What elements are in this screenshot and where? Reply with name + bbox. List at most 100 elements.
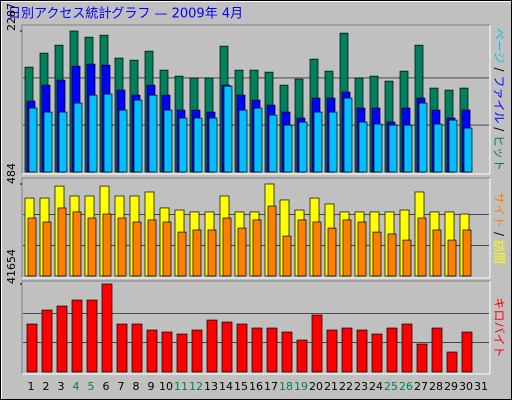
bar <box>87 217 97 277</box>
bar <box>146 329 158 373</box>
bar <box>177 231 187 277</box>
bar <box>43 111 53 173</box>
bar <box>116 323 128 373</box>
x-tick-label: 2 <box>43 380 50 393</box>
x-tick-label: 16 <box>249 380 263 393</box>
x-tick-label: 23 <box>354 380 368 393</box>
bar <box>178 117 188 173</box>
bar <box>222 217 232 277</box>
legend-entry: キロバイト <box>493 297 507 357</box>
x-tick-label: 7 <box>118 380 125 393</box>
bar <box>312 221 322 277</box>
bar <box>328 111 338 173</box>
x-tick-label: 19 <box>294 380 308 393</box>
legend: ページ / ファイル / ヒット <box>493 28 507 171</box>
legend-entry: サイト <box>493 192 507 228</box>
x-tick-label: 13 <box>204 380 218 393</box>
x-tick-label: 11 <box>174 380 188 393</box>
bar <box>372 231 382 277</box>
x-tick-label: 9 <box>148 380 155 393</box>
legend-entry: 訪問 <box>493 240 508 264</box>
legend-entry: ページ <box>493 28 507 64</box>
bar <box>73 102 83 173</box>
bar <box>161 331 173 373</box>
y-tick-label: 2287 <box>5 3 18 31</box>
x-tick-label: 22 <box>339 380 353 393</box>
x-tick-label: 29 <box>444 380 458 393</box>
bar <box>131 323 143 373</box>
bar <box>282 235 292 277</box>
bar <box>296 339 308 373</box>
bar <box>281 331 293 373</box>
x-tick-label: 24 <box>369 380 383 393</box>
legend-entry: ヒット <box>493 135 507 171</box>
bar <box>371 333 383 373</box>
bar <box>431 327 443 373</box>
bar <box>163 109 173 173</box>
bar <box>208 117 218 173</box>
bar <box>268 114 278 173</box>
bar <box>446 351 458 373</box>
legend: サイト / 訪問 <box>493 192 508 264</box>
bar <box>176 333 188 373</box>
x-tick-label: 15 <box>234 380 248 393</box>
bar <box>341 327 353 373</box>
legend-entry: ファイル <box>493 75 507 123</box>
bar <box>118 109 128 173</box>
x-tick-label: 6 <box>103 380 110 393</box>
x-tick-label: 10 <box>159 380 173 393</box>
bar <box>357 221 367 277</box>
x-tick-label: 3 <box>58 380 65 393</box>
bar <box>386 327 398 373</box>
bar <box>101 283 113 373</box>
bar <box>433 123 443 173</box>
bar <box>448 119 458 173</box>
x-tick-label: 5 <box>88 380 95 393</box>
bar <box>86 299 98 373</box>
bar <box>283 124 293 173</box>
y-tick-label: 41654 <box>5 249 18 284</box>
bar <box>463 127 473 173</box>
bar <box>417 217 427 277</box>
bar <box>401 323 413 373</box>
bar <box>56 305 68 373</box>
x-tick-label: 1 <box>28 380 35 393</box>
bar <box>311 314 323 373</box>
x-tick-label: 30 <box>459 380 473 393</box>
bar <box>432 229 442 277</box>
bar <box>403 124 413 173</box>
bar <box>356 329 368 373</box>
bar <box>223 85 233 173</box>
bar <box>117 217 127 277</box>
x-tick-label: 14 <box>219 380 233 393</box>
x-tick-label: 31 <box>474 380 488 393</box>
y-tick-label: 484 <box>5 163 18 184</box>
x-tick-label: 18 <box>279 380 293 393</box>
bar <box>193 117 203 173</box>
bar <box>238 109 248 173</box>
bar <box>358 121 368 173</box>
bar <box>402 239 412 277</box>
chart-title: 日別アクセス統計グラフ — 2009年 4月 <box>8 6 243 22</box>
bar <box>447 239 457 277</box>
legend-separator: / <box>493 64 507 76</box>
x-tick-label: 12 <box>189 380 203 393</box>
x-tick-label: 27 <box>414 380 428 393</box>
x-tick-label: 28 <box>429 380 443 393</box>
bar <box>326 329 338 373</box>
bar <box>41 309 53 373</box>
bar <box>207 229 217 277</box>
bar <box>343 97 353 173</box>
bar <box>373 123 383 173</box>
bar <box>297 219 307 277</box>
bar <box>416 343 428 373</box>
bar <box>26 323 38 373</box>
bar <box>342 219 352 277</box>
bar <box>251 327 263 373</box>
legend-separator: / <box>493 228 507 240</box>
x-tick-label: 17 <box>264 380 278 393</box>
bar <box>298 121 308 173</box>
x-tick-label: 4 <box>73 380 80 393</box>
bar <box>132 221 142 277</box>
